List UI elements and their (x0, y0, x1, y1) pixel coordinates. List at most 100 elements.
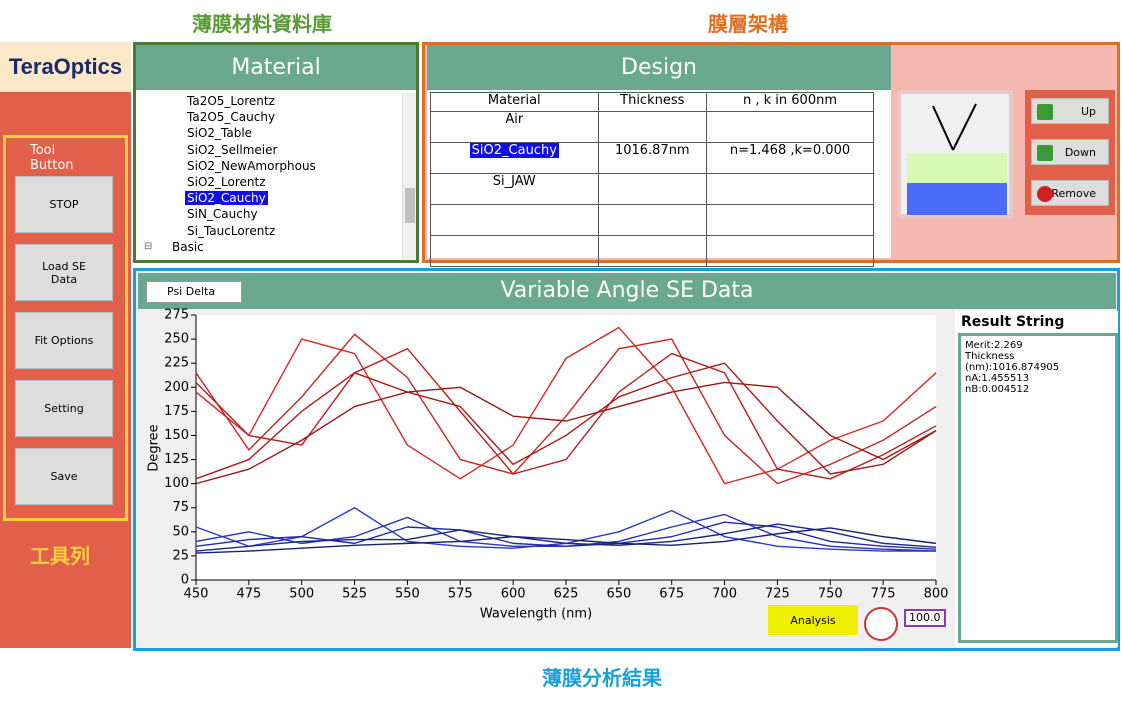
analysis-button[interactable]: Analysis (768, 605, 858, 635)
annotation: 薄膜分析結果 (542, 666, 662, 690)
beam-icon (932, 103, 977, 151)
chart: Wavelength (nm) Degree 0 25 50 75 100 125 150 1… (147, 308, 949, 622)
data-line (195, 527, 937, 554)
x-tick-label: 525 (342, 587, 367, 602)
design-button[interactable]: Remove (1031, 180, 1109, 206)
material-item[interactable]: SiO2_Cauchy (185, 191, 268, 206)
tool-button[interactable]: STOP (15, 176, 113, 233)
design-panel: Design Material Thickness n , k in 600nm Ai… (422, 42, 1120, 267)
design-button[interactable]: Down (1031, 139, 1109, 165)
tool-button[interactable]: Setting (15, 380, 113, 437)
y-tick-label: 0 (181, 573, 189, 588)
material-item[interactable]: Ta2O5_Lorentz (187, 94, 275, 108)
x-tick-label: 450 (184, 587, 209, 602)
table-cell (430, 204, 599, 236)
design-button[interactable]: Up (1031, 98, 1109, 124)
y-tick-label: 50 (172, 524, 189, 539)
x-tick-label: 550 (395, 587, 420, 602)
result-line: Merit:2.269 (965, 340, 1023, 351)
x-tick-label: 500 (289, 587, 314, 602)
y-tick-label: 25 (172, 548, 189, 563)
data-line (195, 362, 937, 480)
result-panel: Result String Merit:2.269 Thickness (nm):… (955, 311, 1118, 647)
table-cell: SiO2_Cauchy (430, 142, 599, 174)
button-group: Up Down Remove (1025, 90, 1115, 215)
tool-button[interactable]: Save (15, 448, 113, 505)
result-text: Merit:2.269 Thickness (nm):1016.874905 nA:… (958, 333, 1118, 643)
y-tick-label: 100 (164, 476, 189, 491)
mode-select[interactable]: Psi Delta (146, 281, 242, 303)
data-line (195, 348, 937, 480)
y-tick-label: 250 (164, 332, 189, 347)
film-layer (907, 153, 1007, 183)
column-header: n , k in 600nm (706, 92, 874, 112)
header-row: Material Thickness n , k in 600nm (430, 92, 874, 112)
table-cell: Si_JAW (430, 173, 599, 205)
design-table-area: Material Thickness n , k in 600nm Air SiO2_C… (427, 90, 891, 267)
data-line (195, 333, 937, 485)
x-tick-label: 800 (924, 587, 949, 602)
y-tick-label: 200 (164, 380, 189, 395)
material-item[interactable]: SiN_Cauchy (187, 207, 258, 222)
table-row[interactable] (430, 235, 874, 267)
table-row[interactable]: SiO2_Cauchy 1016.87nm n=1.468 ,k=0.000 (430, 142, 874, 174)
data-line (195, 521, 937, 550)
cell-text: SiO2_Cauchy (469, 143, 559, 158)
cell-text: Si_JAW (492, 174, 536, 189)
substrate-layer (907, 183, 1007, 215)
x-axis-label: Wavelength (nm) (480, 607, 592, 622)
material-item[interactable]: Ta2O5_Cauchy (187, 110, 276, 125)
panel-title: Variable Angle SE Data (138, 273, 1116, 309)
table-cell (597, 204, 708, 236)
y-tick-label: 75 (172, 500, 189, 515)
tool-title: Tool Button (30, 143, 74, 173)
material-item[interactable]: Si_TaucLorentz (187, 223, 276, 238)
tree-toggle: ⊟ (144, 241, 153, 252)
table-row[interactable]: Si_JAW (430, 173, 874, 205)
structure-diagram (897, 90, 1013, 218)
zoom-value[interactable]: 100.0 (904, 609, 946, 627)
zoom-icon[interactable] (864, 607, 898, 641)
table-row[interactable] (430, 204, 874, 236)
y-tick-label: 150 (164, 428, 189, 443)
button-icon (1037, 186, 1053, 202)
x-tick-label: 650 (606, 587, 631, 602)
material-item[interactable]: SiO2_Sellmeier (187, 142, 278, 157)
annotation: 工具列 (30, 544, 90, 568)
scroll-thumb[interactable] (405, 188, 415, 223)
column-header: Thickness (597, 92, 708, 112)
x-tick-label: 750 (818, 587, 843, 602)
data-line (195, 326, 937, 485)
table-cell (597, 235, 708, 267)
y-tick-label: 275 (164, 308, 189, 323)
material-item[interactable]: SiO2_NewAmorphous (187, 158, 316, 173)
button-label: Down (1064, 145, 1096, 159)
x-tick-label: 775 (871, 587, 896, 602)
table-row[interactable]: Air (430, 111, 874, 143)
x-tick-label: 575 (448, 587, 473, 602)
table-cell (706, 204, 874, 236)
reflected-beam (952, 103, 977, 151)
table-cell: 1016.87nm (597, 142, 708, 174)
cell-text: Air (505, 112, 524, 127)
column-header: Material (430, 92, 599, 112)
material-folder[interactable]: Basic (172, 240, 204, 254)
tool-button[interactable]: Load SE Data (15, 244, 113, 301)
result-line: nB:0.004512 (965, 384, 1030, 395)
incident-beam (932, 105, 954, 151)
table-cell: Air (430, 111, 599, 143)
logo: TeraOptics (0, 42, 131, 92)
tool-box (3, 135, 128, 521)
cell-text: n=1.468 ,k=0.000 (729, 143, 851, 158)
tool-button[interactable]: Fit Options (15, 312, 113, 369)
x-tick-label: 475 (236, 587, 261, 602)
cell-text: 1016.87nm (614, 143, 690, 158)
material-item[interactable]: SiO2_Lorentz (187, 175, 266, 189)
material-item[interactable]: SiO2_Table (187, 126, 253, 141)
scrollbar[interactable] (402, 93, 416, 259)
table-cell (597, 111, 708, 143)
button-icon (1037, 145, 1053, 161)
